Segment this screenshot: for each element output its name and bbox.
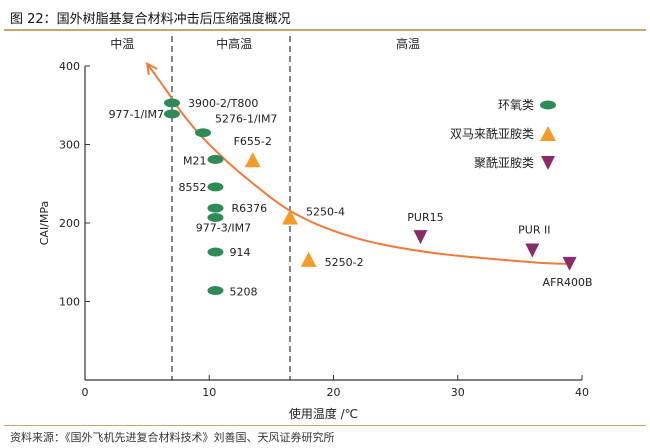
header-rule: [4, 29, 646, 31]
legend-marker-triangle-down: [541, 156, 555, 170]
point-m21: [207, 154, 224, 164]
point-label: PUR II: [518, 223, 550, 236]
point-5276-1-im7: [195, 128, 212, 138]
x-axis-title: 使用温度 /℃: [289, 406, 358, 421]
region-dividers: [171, 36, 291, 380]
point-label: 5276-1/IM7: [215, 113, 277, 126]
point-5208: [207, 286, 224, 296]
x-tick-label: 10: [202, 386, 216, 399]
point-label: M21: [183, 154, 207, 167]
point-pur-ii: [525, 243, 540, 258]
x-tick-label: 20: [327, 386, 341, 399]
point-label: 914: [229, 246, 250, 259]
data-points: 3900-2/T800 977-1/IM7 5276-1/IM7 M21 8552 R63…: [109, 97, 593, 299]
x-tick-label: 30: [451, 386, 465, 399]
y-tick-label: 400: [59, 60, 80, 73]
point-977-3-im7: [207, 213, 224, 223]
point-label: 5250-4: [306, 206, 345, 219]
figure-title: 图 22：国外树脂基复合材料冲击后压缩强度概况: [10, 12, 291, 27]
point-5250-2: [300, 251, 317, 267]
point-afr400b: [562, 256, 577, 271]
point-label: 3900-2/T800: [188, 97, 258, 110]
legend-marker-ellipse: [540, 100, 556, 110]
x-tick-label: 40: [575, 386, 589, 399]
point-label: PUR15: [407, 211, 443, 224]
region-label: 高温: [396, 36, 420, 51]
x-tick-label: 0: [82, 386, 89, 399]
point-label: F655-2: [234, 135, 272, 148]
point-8552: [207, 182, 224, 192]
legend-label: 双马来酰亚胺类: [450, 127, 534, 141]
point-label: 977-3/IM7: [196, 222, 251, 235]
header: 图 22：国外树脂基复合材料冲击后压缩强度概况: [0, 0, 650, 32]
point-3900-2-t800: [163, 98, 180, 108]
y-tick-label: 200: [59, 217, 80, 230]
point-977-1-im7: [163, 109, 180, 119]
region-labels: 中温 中高温 高温: [110, 36, 420, 51]
point-label: 5250-2: [325, 256, 364, 269]
axes: 100 200 300 400 0 10 20 30 40 使用温度 /℃ CAI/MPa: [38, 60, 589, 421]
point-f655-2: [244, 152, 261, 168]
trend-arrowhead: [145, 61, 158, 75]
point-label: AFR400B: [543, 276, 593, 289]
chart: 中温 中高温 高温 100 200 300 400 0 10 20 30 40 使用温度 /℃ CAI/…: [38, 36, 593, 421]
point-label: 977-1/IM7: [109, 108, 164, 121]
legend-label: 环氧类: [498, 98, 534, 112]
point-914: [207, 247, 224, 257]
point-pur15: [413, 230, 428, 245]
y-tick-label: 100: [59, 296, 80, 309]
footer-rule: [4, 425, 646, 426]
region-label: 中高温: [216, 36, 252, 51]
y-tick-label: 300: [59, 139, 80, 152]
point-r6376: [207, 203, 224, 213]
y-axis-title: CAI/MPa: [38, 201, 51, 246]
point-5250-4: [282, 209, 299, 225]
region-label: 中温: [110, 36, 134, 51]
source-note: 资料来源：《国外飞机先进复合材料技术》刘善国、天风证券研究所: [10, 431, 335, 444]
point-label: 8552: [178, 181, 206, 194]
legend-marker-triangle-up: [540, 126, 556, 141]
point-label: R6376: [231, 202, 267, 215]
legend-label: 聚酰亚胺类: [474, 156, 534, 170]
point-label: 5208: [229, 286, 257, 299]
